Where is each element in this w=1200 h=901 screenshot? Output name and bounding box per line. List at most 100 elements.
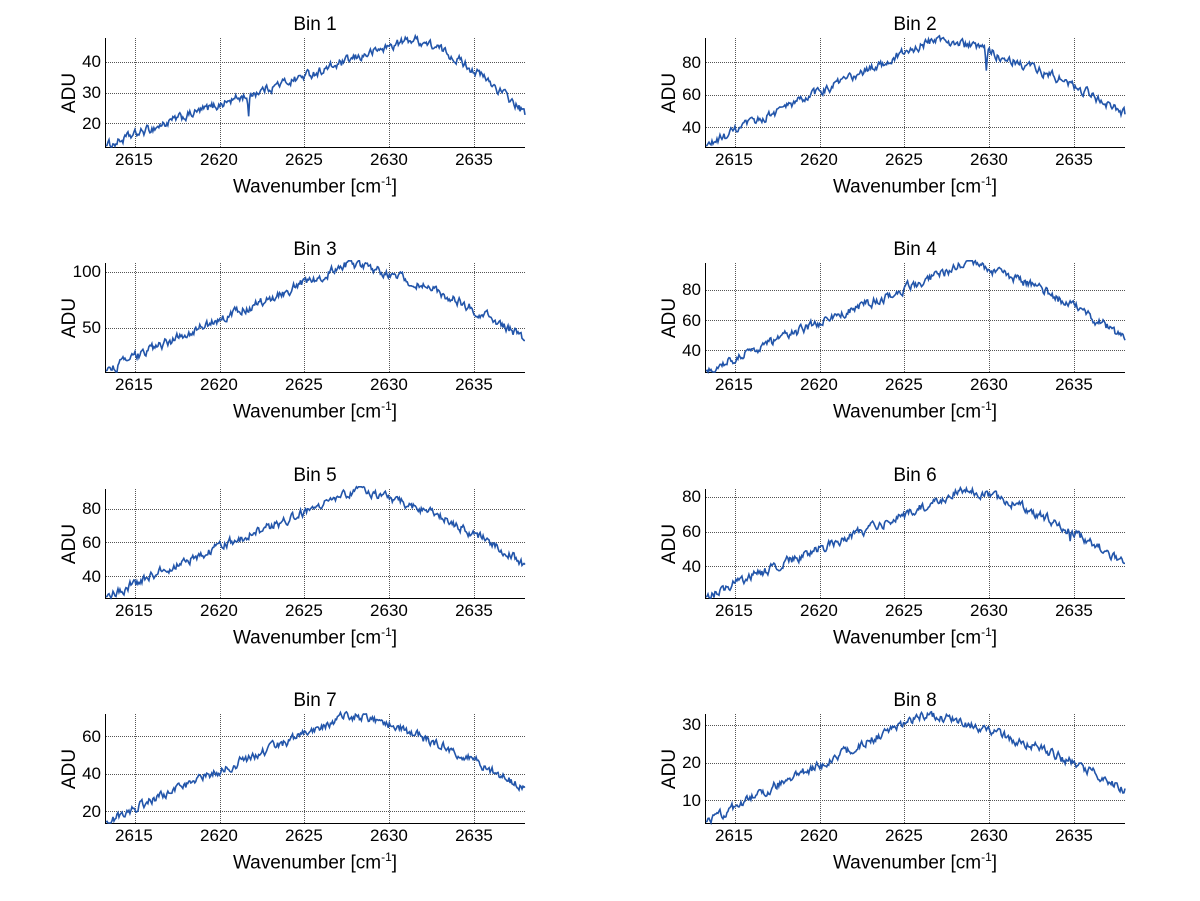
xaxis-label-bin8: Wavenumber [cm-1] <box>833 850 997 874</box>
xticks-bin3: 2615 2620 2625 2630 2635 <box>105 373 525 393</box>
subplot-bin5: Bin 5 ADU 40 60 80 2615 2620 2625 2630 2635 Wavenu… <box>0 451 600 676</box>
yticks-bin2: 40 60 80 <box>673 38 703 148</box>
xtick-label-bin1-2625: 2625 <box>285 150 323 170</box>
data-curve-bin3 <box>106 261 525 372</box>
xtick-label-bin1-2620: 2620 <box>200 150 238 170</box>
subplot-title-bin2: Bin 2 <box>893 14 936 36</box>
subplot-bin7: Bin 7 ADU 20 40 60 2615 2620 2625 2630 2635 Wavenu… <box>0 676 600 901</box>
xtick-label-bin5-2625: 2625 <box>285 601 323 621</box>
xtick-label-bin7-2635: 2635 <box>455 826 493 846</box>
xtick-label-bin4-2620: 2620 <box>800 375 838 395</box>
xtick-label-bin6-2630: 2630 <box>970 601 1008 621</box>
subplot-title-bin6: Bin 6 <box>893 465 936 487</box>
ytick-label-bin1-30: 30 <box>82 83 101 103</box>
xtick-label-bin7-2615: 2615 <box>115 826 153 846</box>
ytick-label-bin7-60: 60 <box>82 727 101 747</box>
xtick-label-bin5-2635: 2635 <box>455 601 493 621</box>
xticks-bin4: 2615 2620 2625 2630 2635 <box>705 373 1125 393</box>
curve-svg-bin4 <box>706 263 1125 372</box>
xaxis-label-bin6: Wavenumber [cm-1] <box>833 625 997 649</box>
ytick-label-bin6-40: 40 <box>682 557 701 577</box>
xtick-label-bin3-2615: 2615 <box>115 375 153 395</box>
xticks-bin8: 2615 2620 2625 2630 2635 <box>705 824 1125 844</box>
ytick-label-bin3-50: 50 <box>82 318 101 338</box>
ytick-label-bin6-60: 60 <box>682 522 701 542</box>
plot-area-bin2 <box>705 38 1125 148</box>
axes-wrap-bin3: ADU 50 100 <box>105 263 525 373</box>
xtick-label-bin8-2635: 2635 <box>1055 826 1093 846</box>
xtick-label-bin4-2625: 2625 <box>885 375 923 395</box>
curve-svg-bin1 <box>106 38 525 147</box>
yticks-bin8: 10 20 30 <box>673 714 703 824</box>
xtick-label-bin4-2635: 2635 <box>1055 375 1093 395</box>
yticks-bin6: 40 60 80 <box>673 489 703 599</box>
figure-container: Bin 1 ADU 20 30 40 2615 2620 2625 2630 2635 Wavenu… <box>0 0 1200 901</box>
ytick-label-bin1-40: 40 <box>82 52 101 72</box>
data-curve-bin8 <box>706 712 1125 823</box>
xtick-label-bin8-2630: 2630 <box>970 826 1008 846</box>
xtick-label-bin2-2635: 2635 <box>1055 150 1093 170</box>
subplot-bin3: Bin 3 ADU 50 100 2615 2620 2625 2630 2635 Wavenum… <box>0 225 600 450</box>
subplot-bin1: Bin 1 ADU 20 30 40 2615 2620 2625 2630 2635 Wavenu… <box>0 0 600 225</box>
xtick-label-bin2-2630: 2630 <box>970 150 1008 170</box>
subplot-bin6: Bin 6 ADU 40 60 80 2615 2620 2625 2630 2635 Wavenu… <box>600 451 1200 676</box>
ytick-label-bin7-40: 40 <box>82 764 101 784</box>
plot-area-bin6 <box>705 489 1125 599</box>
xtick-label-bin5-2615: 2615 <box>115 601 153 621</box>
ytick-label-bin3-100: 100 <box>73 262 101 282</box>
xaxis-label-bin5: Wavenumber [cm-1] <box>233 625 397 649</box>
xtick-label-bin1-2635: 2635 <box>455 150 493 170</box>
xtick-label-bin8-2625: 2625 <box>885 826 923 846</box>
ytick-label-bin2-80: 80 <box>682 53 701 73</box>
xaxis-label-bin7: Wavenumber [cm-1] <box>233 850 397 874</box>
data-curve-bin5 <box>106 486 525 597</box>
curve-svg-bin5 <box>106 489 525 598</box>
plot-area-bin7 <box>105 714 525 824</box>
axes-wrap-bin7: ADU 20 40 60 <box>105 714 525 824</box>
xtick-label-bin2-2625: 2625 <box>885 150 923 170</box>
xticks-bin2: 2615 2620 2625 2630 2635 <box>705 148 1125 168</box>
xaxis-label-bin2: Wavenumber [cm-1] <box>833 174 997 198</box>
xtick-label-bin3-2625: 2625 <box>285 375 323 395</box>
axes-wrap-bin1: ADU 20 30 40 <box>105 38 525 148</box>
data-curve-bin1 <box>106 36 525 147</box>
subplot-title-bin3: Bin 3 <box>293 239 336 261</box>
xtick-label-bin3-2620: 2620 <box>200 375 238 395</box>
ytick-label-bin4-60: 60 <box>682 311 701 331</box>
curve-svg-bin6 <box>706 489 1125 598</box>
plot-area-bin3 <box>105 263 525 373</box>
ytick-label-bin8-30: 30 <box>682 715 701 735</box>
yticks-bin5: 40 60 80 <box>73 489 103 599</box>
axes-wrap-bin2: ADU 40 60 80 <box>705 38 1125 148</box>
curve-svg-bin8 <box>706 714 1125 823</box>
subplot-grid: Bin 1 ADU 20 30 40 2615 2620 2625 2630 2635 Wavenu… <box>0 0 1200 901</box>
yticks-bin7: 20 40 60 <box>73 714 103 824</box>
plot-area-bin1 <box>105 38 525 148</box>
xtick-label-bin7-2625: 2625 <box>285 826 323 846</box>
xtick-label-bin5-2620: 2620 <box>200 601 238 621</box>
subplot-title-bin1: Bin 1 <box>293 14 336 36</box>
plot-area-bin5 <box>105 489 525 599</box>
ytick-label-bin8-10: 10 <box>682 791 701 811</box>
xtick-label-bin6-2620: 2620 <box>800 601 838 621</box>
xticks-bin7: 2615 2620 2625 2630 2635 <box>105 824 525 844</box>
data-curve-bin7 <box>106 712 525 823</box>
ytick-label-bin6-80: 80 <box>682 487 701 507</box>
ytick-label-bin5-40: 40 <box>82 567 101 587</box>
axes-wrap-bin8: ADU 10 20 30 <box>705 714 1125 824</box>
subplot-title-bin7: Bin 7 <box>293 690 336 712</box>
xtick-label-bin4-2630: 2630 <box>970 375 1008 395</box>
plot-area-bin4 <box>705 263 1125 373</box>
xtick-label-bin1-2630: 2630 <box>370 150 408 170</box>
axes-wrap-bin4: ADU 40 60 80 <box>705 263 1125 373</box>
yticks-bin1: 20 30 40 <box>73 38 103 148</box>
curve-svg-bin3 <box>106 263 525 372</box>
ytick-label-bin7-20: 20 <box>82 802 101 822</box>
ytick-label-bin4-40: 40 <box>682 341 701 361</box>
ytick-label-bin8-20: 20 <box>682 753 701 773</box>
axes-wrap-bin5: ADU 40 60 80 <box>105 489 525 599</box>
xtick-label-bin7-2620: 2620 <box>200 826 238 846</box>
yticks-bin3: 50 100 <box>73 263 103 373</box>
ytick-label-bin5-80: 80 <box>82 499 101 519</box>
data-curve-bin4 <box>706 261 1125 372</box>
